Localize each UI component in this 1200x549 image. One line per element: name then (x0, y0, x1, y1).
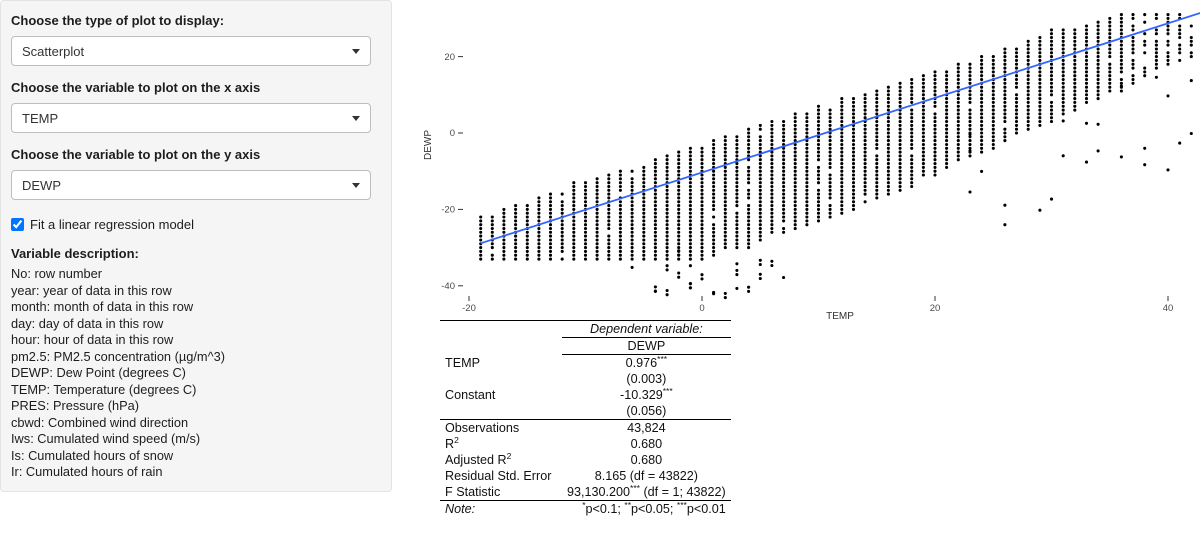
table-cell: Residual Std. Error (445, 469, 552, 483)
table-cell (440, 320, 562, 338)
table-cell: 0.680 (630, 453, 663, 467)
regression-checkbox-row[interactable]: Fit a linear regression model (11, 217, 381, 232)
regression-line (480, 12, 1200, 245)
table-cell: 93,130.200*** (df = 1; 43822) (567, 482, 726, 499)
y-axis-select[interactable]: DEWP (11, 170, 371, 200)
regression-table: Dependent variable: DEWP TEMP 0.976*** (0.00… (440, 320, 731, 517)
svg-text:0: 0 (450, 128, 455, 139)
regression-checkbox[interactable] (11, 218, 24, 231)
variable-description-item: hour: hour of data in this row (11, 332, 174, 347)
variable-description-item: Iws: Cumulated wind speed (m/s) (11, 431, 201, 446)
table-cell: Note: (440, 500, 562, 517)
svg-text:-20: -20 (462, 303, 476, 314)
chevron-down-icon (352, 182, 360, 188)
table-cell: Adjusted R2 (445, 450, 512, 467)
table-row: F Statistic 93,130.200*** (df = 1; 43822) (440, 484, 731, 501)
table-row: DEWP (440, 337, 731, 355)
plot-type-select[interactable]: Scatterplot (11, 36, 371, 66)
table-row: Note: *p<0.1; **p<0.05; ***p<0.01 (440, 500, 731, 517)
variable-description-item: year: year of data in this row (11, 282, 172, 298)
table-cell: (0.056) (626, 404, 667, 418)
y-axis-title: DEWP (423, 130, 434, 160)
chevron-down-icon (352, 115, 360, 121)
variable-description-item: TEMP: Temperature (degrees C) (11, 381, 197, 397)
plot-type-label: Choose the type of plot to display: (11, 13, 225, 28)
scatterplot: -20 0 20 40 20 0 -20 -40 TEMP DEWP (423, 12, 1200, 322)
table-cell: Dependent variable: (562, 320, 731, 338)
table-row: Observations 43,824 (440, 419, 731, 436)
x-axis-value: TEMP (22, 110, 59, 126)
table-cell: -10.329*** (620, 385, 673, 402)
scatter-points (479, 13, 1193, 300)
table-cell: 0.976*** (625, 353, 668, 370)
table-cell: Constant (445, 388, 496, 402)
table-cell: (0.003) (626, 372, 667, 386)
svg-text:0: 0 (699, 303, 704, 314)
table-row: Constant -10.329*** (440, 387, 731, 403)
variable-description-item: pm2.5: PM2.5 concentration (µg/m^3) (11, 348, 225, 364)
svg-text:-20: -20 (441, 205, 455, 216)
variable-description-item: cbwd: Combined wind direction (11, 414, 189, 430)
variable-description-item: PRES: Pressure (hPa) (11, 398, 140, 413)
variable-description-item: Is: Cumulated hours of snow (11, 447, 174, 463)
table-cell (440, 403, 562, 420)
svg-text:20: 20 (444, 52, 455, 63)
table-row: Dependent variable: (440, 320, 731, 338)
x-axis-title: TEMP (826, 311, 854, 322)
x-axis-select[interactable]: TEMP (11, 103, 371, 133)
variable-description-title: Variable description: (11, 246, 139, 261)
svg-text:40: 40 (1163, 303, 1174, 314)
table-row: TEMP 0.976*** (440, 355, 731, 372)
table-cell: R2 (445, 434, 459, 451)
table-row: R2 0.680 (440, 436, 731, 452)
svg-text:20: 20 (930, 303, 941, 314)
variable-description-item: No: row number (11, 266, 103, 281)
svg-text:-40: -40 (441, 281, 455, 292)
table-row: (0.056) (440, 403, 731, 420)
table-cell: TEMP (445, 355, 480, 370)
sidebar: Choose the type of plot to display: Scat… (0, 0, 392, 492)
variable-description-item: day: day of data in this row (11, 315, 164, 331)
chevron-down-icon (352, 48, 360, 54)
x-axis-label: Choose the variable to plot on the x axi… (11, 80, 261, 95)
table-cell (440, 338, 562, 355)
table-row: Adjusted R2 0.680 (440, 452, 731, 468)
table-cell: 8.165 (df = 43822) (594, 469, 698, 483)
table-cell: 43,824 (562, 419, 731, 436)
y-axis-label: Choose the variable to plot on the y axi… (11, 147, 261, 162)
table-cell: Observations (440, 419, 562, 436)
main-panel: -20 0 20 40 20 0 -20 -40 TEMP DEWP Dependent va… (400, 0, 1200, 549)
table-cell: 0.680 (630, 437, 663, 451)
table-cell: F Statistic (445, 485, 501, 499)
variable-description-list: No: row number year: year of data in this… (11, 266, 381, 481)
regression-checkbox-label: Fit a linear regression model (30, 217, 195, 232)
table-row: (0.003) (440, 371, 731, 387)
table-row: Residual Std. Error 8.165 (df = 43822) (440, 468, 731, 484)
variable-description-item: DEWP: Dew Point (degrees C) (11, 365, 186, 380)
variable-description-item: Ir: Cumulated hours of rain (11, 464, 163, 479)
plot-type-value: Scatterplot (22, 43, 85, 59)
y-axis-value: DEWP (22, 177, 61, 193)
table-cell (440, 371, 562, 387)
table-cell: DEWP (562, 337, 731, 355)
plot-axes: -20 0 20 40 20 0 -20 -40 (441, 52, 1173, 314)
variable-description-item: month: month of data in this row (11, 299, 194, 314)
table-cell: *p<0.1; **p<0.05; ***p<0.01 (562, 500, 731, 517)
